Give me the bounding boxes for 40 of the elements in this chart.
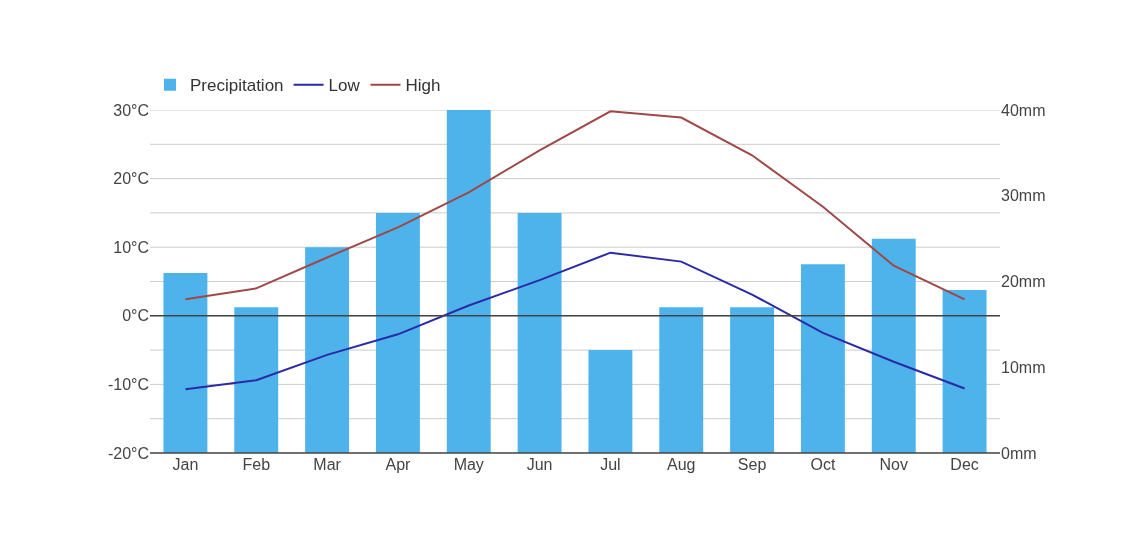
y-tick-label: -20°C	[107, 444, 149, 462]
y2-tick-label: 40mm	[1001, 101, 1046, 119]
legend-label: Low	[328, 76, 361, 96]
x-tick-label: Mar	[313, 456, 342, 473]
x-tick-label: Jul	[600, 456, 621, 473]
x-tick-label: May	[453, 456, 484, 473]
bar	[375, 212, 420, 453]
x-tick-label: Dec	[950, 456, 979, 473]
y2-tick-label: 0mm	[1001, 444, 1037, 462]
y2-tick-label: 20mm	[1001, 273, 1046, 291]
y-tick-label: 30°C	[113, 101, 149, 119]
bar	[234, 307, 279, 453]
bar	[730, 307, 775, 453]
y-tick-label: -10°C	[107, 376, 149, 393]
x-tick-label: Apr	[385, 456, 412, 473]
bar	[942, 290, 987, 453]
y-tick-label: 0°C	[122, 307, 149, 325]
bar	[305, 247, 350, 453]
y2-tick-label: 10mm	[1001, 358, 1046, 376]
bar	[871, 238, 916, 453]
x-tick-label: Oct	[810, 456, 836, 473]
legend-label: High	[405, 76, 441, 96]
bar	[446, 110, 491, 453]
y-tick-label: 10°C	[113, 238, 149, 256]
x-tick-label: Aug	[667, 456, 696, 473]
x-tick-label: Nov	[879, 456, 908, 473]
bar	[517, 212, 562, 453]
y-tick-label: 20°C	[113, 170, 149, 188]
y2-tick-label: 30mm	[1001, 187, 1046, 205]
legend-label: Precipitation	[190, 76, 284, 96]
x-tick-label: Feb	[242, 456, 271, 473]
line-series	[184, 251, 966, 391]
x-tick-label: Jan	[172, 456, 199, 473]
x-tick-label: Sep	[737, 456, 767, 473]
bar	[659, 307, 704, 453]
line-series	[184, 110, 966, 301]
bar	[800, 264, 845, 453]
x-tick-label: Jun	[526, 456, 553, 473]
bar	[163, 272, 208, 453]
bar	[588, 350, 633, 453]
